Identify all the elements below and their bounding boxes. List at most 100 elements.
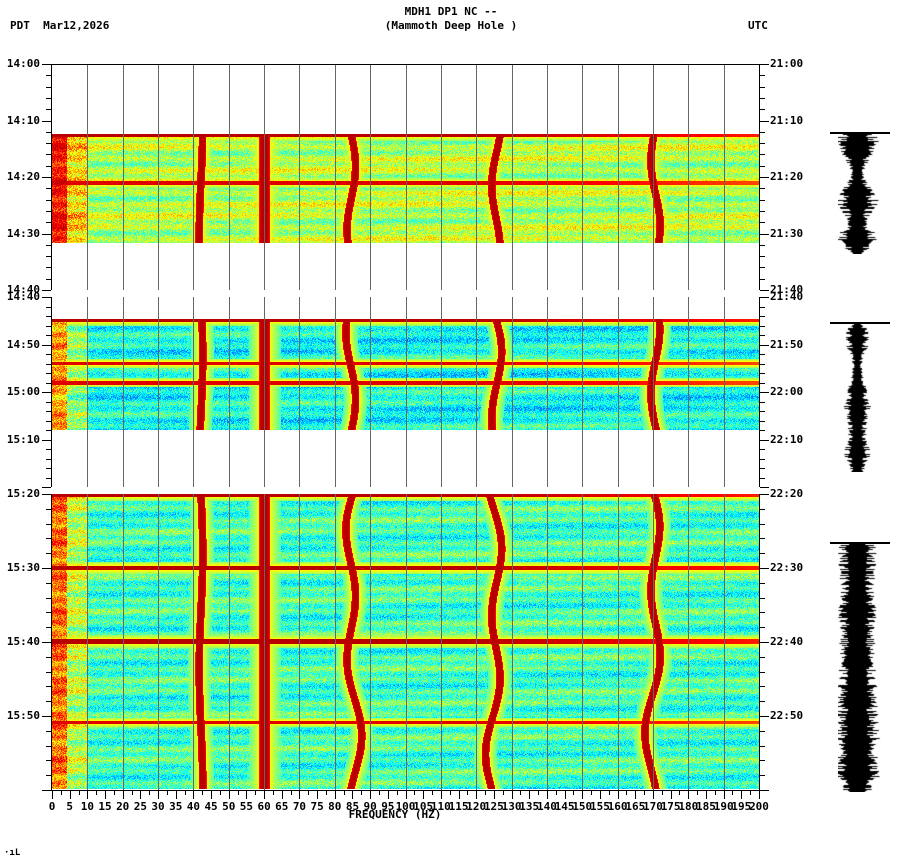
panel-2-heatmap[interactable] <box>52 297 759 487</box>
right-time-label: 21:30 <box>770 227 804 240</box>
frequency-tick <box>565 791 566 799</box>
frequency-tick <box>609 791 610 795</box>
time-tick <box>46 87 51 88</box>
time-tick <box>46 335 51 336</box>
time-tick <box>760 177 769 178</box>
left-time-label: 14:10 <box>6 114 40 127</box>
frequency-tick <box>520 791 521 795</box>
time-tick <box>46 672 51 673</box>
time-tick <box>760 267 765 268</box>
time-tick <box>760 211 765 212</box>
right-time-label: 21:40 <box>770 290 804 303</box>
right-time-label: 22:00 <box>770 385 804 398</box>
left-time-label: 14:50 <box>6 338 40 351</box>
time-tick <box>760 75 765 76</box>
trace-panel-3 <box>838 544 884 792</box>
time-tick <box>46 279 51 280</box>
time-tick <box>760 188 765 189</box>
time-tick <box>46 373 51 374</box>
time-tick <box>46 364 51 365</box>
right-time-label: 21:50 <box>770 338 804 351</box>
right-time-label: 22:30 <box>770 561 804 574</box>
time-tick <box>760 166 765 167</box>
frequency-tick <box>123 791 124 799</box>
time-tick <box>46 468 51 469</box>
time-tick <box>46 98 51 99</box>
time-tick <box>760 746 765 747</box>
frequency-tick <box>317 791 318 799</box>
time-tick <box>760 87 765 88</box>
time-tick <box>760 64 769 65</box>
time-tick <box>42 234 51 235</box>
right-time-label: 21:20 <box>770 170 804 183</box>
frequency-tick <box>308 791 309 795</box>
time-tick <box>760 245 765 246</box>
panel-2-left-axis <box>51 297 52 487</box>
frequency-tick <box>388 791 389 799</box>
frequency-tick <box>600 791 601 799</box>
frequency-tick <box>679 791 680 795</box>
time-tick <box>760 297 769 298</box>
time-tick <box>760 760 765 761</box>
frequency-tick <box>450 791 451 795</box>
time-tick <box>46 109 51 110</box>
time-tick <box>760 494 769 495</box>
time-tick <box>760 790 769 791</box>
frequency-tick <box>52 791 53 799</box>
time-tick <box>46 627 51 628</box>
panel-1[interactable] <box>52 64 759 290</box>
time-tick <box>760 154 765 155</box>
frequency-tick <box>132 791 133 795</box>
panel-2[interactable] <box>52 297 759 487</box>
left-time-label: 14:20 <box>6 170 40 183</box>
frequency-tick <box>149 791 150 795</box>
frequency-tick <box>414 791 415 795</box>
frequency-tick <box>87 791 88 799</box>
time-tick <box>46 449 51 450</box>
time-tick <box>760 509 765 510</box>
time-tick <box>46 200 51 201</box>
time-tick <box>42 290 51 291</box>
frequency-tick <box>70 791 71 799</box>
time-tick <box>46 760 51 761</box>
panel-3-left-axis <box>51 494 52 790</box>
frequency-tick <box>556 791 557 795</box>
frequency-tick <box>264 791 265 799</box>
time-tick <box>46 188 51 189</box>
time-tick <box>46 746 51 747</box>
time-tick <box>760 345 769 346</box>
frequency-tick <box>220 791 221 795</box>
time-tick <box>760 98 765 99</box>
time-tick <box>760 583 765 584</box>
time-tick <box>760 568 769 569</box>
time-tick <box>760 598 765 599</box>
time-tick <box>760 121 769 122</box>
frequency-tick <box>706 791 707 799</box>
frequency-tick <box>344 791 345 795</box>
panel-2-right-axis <box>759 297 760 487</box>
corner-artifact: ·ıL <box>4 848 21 858</box>
panel-1-right-axis <box>759 64 760 290</box>
time-tick <box>46 686 51 687</box>
time-tick <box>760 612 765 613</box>
left-time-label: 14:40 <box>6 290 40 303</box>
time-tick <box>46 354 51 355</box>
panel-3-heatmap[interactable] <box>52 494 759 790</box>
right-timezone: UTC <box>748 19 768 32</box>
frequency-tick <box>529 791 530 799</box>
time-tick <box>42 121 51 122</box>
time-tick <box>42 297 51 298</box>
x-axis-label: FREQUENCY (HZ) <box>348 808 442 821</box>
time-tick <box>760 279 765 280</box>
frequency-tick <box>503 791 504 795</box>
time-tick <box>760 234 769 235</box>
time-tick <box>760 402 765 403</box>
frequency-tick <box>715 791 716 795</box>
frequency-tick <box>238 791 239 795</box>
time-tick <box>760 478 765 479</box>
time-tick <box>46 222 51 223</box>
panel-3[interactable] <box>52 494 759 790</box>
panel-1-heatmap[interactable] <box>52 64 759 290</box>
time-tick <box>46 326 51 327</box>
right-time-label: 22:20 <box>770 487 804 500</box>
